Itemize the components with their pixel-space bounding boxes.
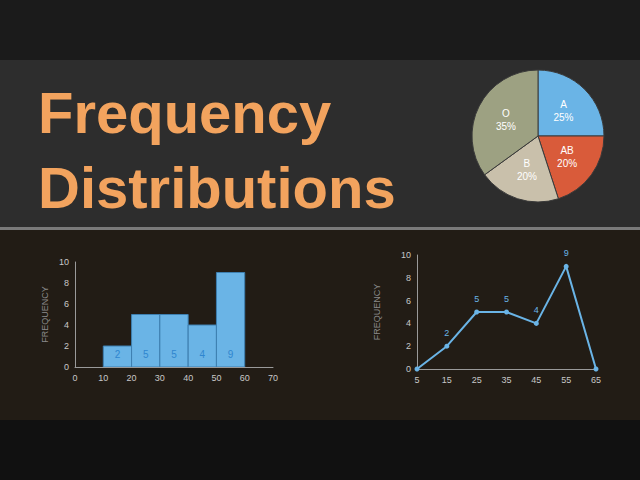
svg-text:2: 2 [444, 328, 449, 338]
svg-text:6: 6 [406, 296, 411, 306]
svg-text:35: 35 [501, 375, 511, 385]
svg-text:65: 65 [591, 375, 601, 385]
svg-text:60: 60 [240, 373, 250, 383]
svg-text:2: 2 [115, 349, 121, 360]
svg-text:0: 0 [406, 364, 411, 374]
svg-text:15: 15 [442, 375, 452, 385]
svg-text:30: 30 [155, 373, 165, 383]
svg-text:25%: 25% [553, 112, 573, 123]
svg-text:FREQUENCY: FREQUENCY [40, 286, 50, 343]
svg-text:O: O [502, 108, 510, 119]
svg-text:2: 2 [64, 341, 69, 351]
svg-text:10: 10 [59, 257, 69, 267]
svg-text:5: 5 [474, 294, 479, 304]
svg-text:40: 40 [183, 373, 193, 383]
svg-text:20%: 20% [517, 171, 537, 182]
svg-text:FREQUENCY: FREQUENCY [372, 284, 382, 341]
svg-text:35%: 35% [496, 121, 516, 132]
svg-text:20: 20 [127, 373, 137, 383]
svg-text:50: 50 [211, 373, 221, 383]
svg-text:Distributions: Distributions [38, 155, 396, 220]
svg-text:45: 45 [531, 375, 541, 385]
svg-text:4: 4 [64, 320, 69, 330]
svg-text:AB: AB [560, 145, 574, 156]
svg-text:0: 0 [64, 362, 69, 372]
svg-text:20%: 20% [557, 158, 577, 169]
svg-text:4: 4 [406, 318, 411, 328]
svg-text:0: 0 [72, 373, 77, 383]
svg-text:5: 5 [504, 294, 509, 304]
svg-text:Frequency: Frequency [38, 80, 347, 145]
svg-text:10: 10 [98, 373, 108, 383]
svg-text:4: 4 [534, 305, 539, 315]
svg-text:8: 8 [406, 273, 411, 283]
svg-text:5: 5 [171, 349, 177, 360]
svg-text:4: 4 [200, 349, 206, 360]
svg-text:9: 9 [564, 248, 569, 258]
svg-text:25: 25 [472, 375, 482, 385]
svg-text:70: 70 [268, 373, 278, 383]
svg-text:8: 8 [64, 278, 69, 288]
svg-text:5: 5 [143, 349, 149, 360]
svg-text:10: 10 [401, 250, 411, 260]
svg-text:2: 2 [406, 341, 411, 351]
svg-text:55: 55 [561, 375, 571, 385]
svg-text:5: 5 [414, 375, 419, 385]
svg-text:B: B [524, 158, 531, 169]
svg-text:6: 6 [64, 299, 69, 309]
svg-text:A: A [560, 99, 567, 110]
svg-text:9: 9 [228, 349, 234, 360]
